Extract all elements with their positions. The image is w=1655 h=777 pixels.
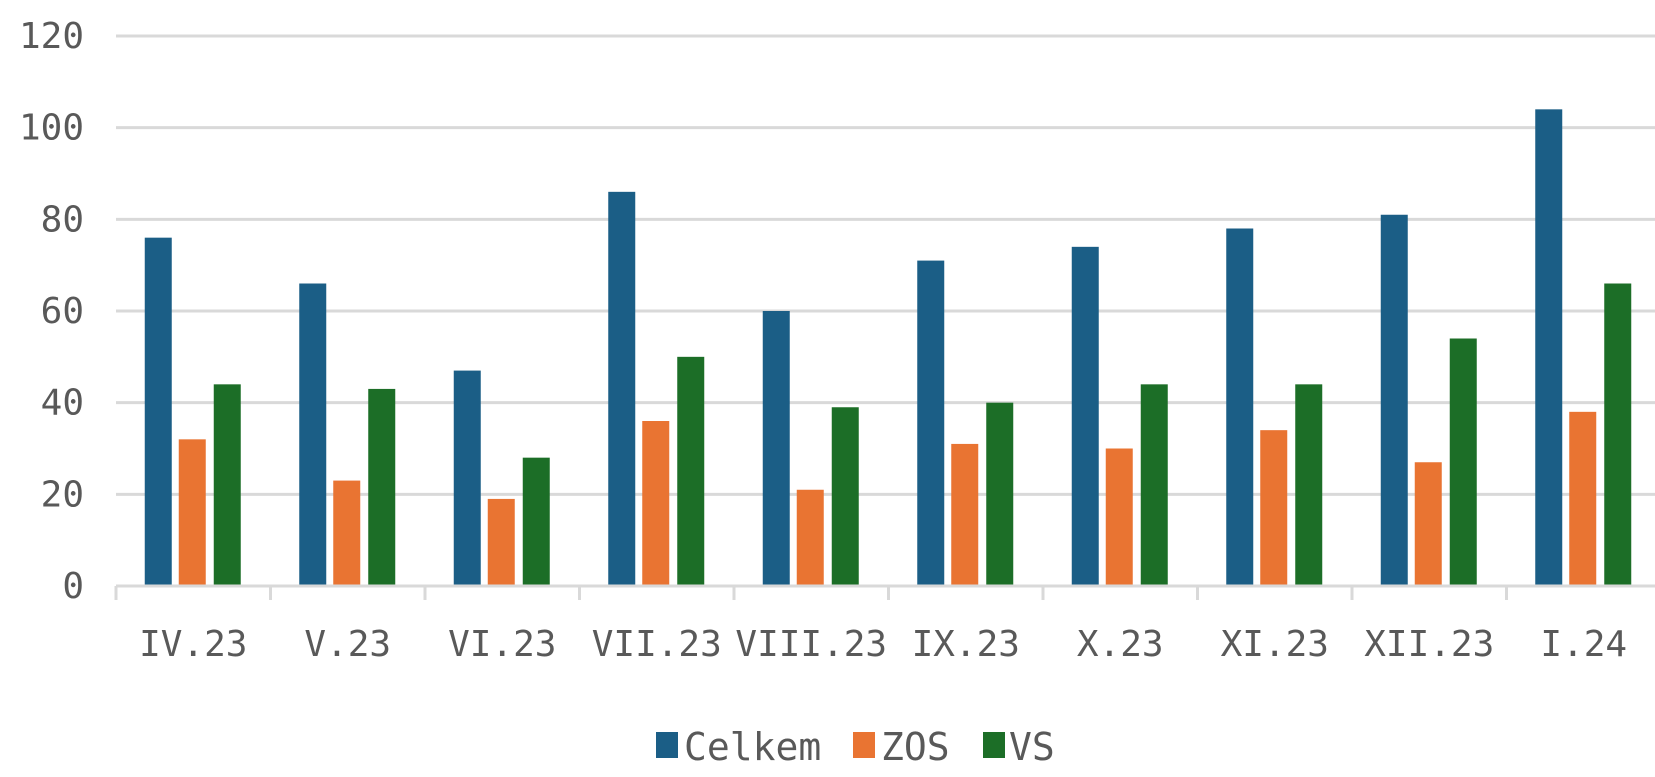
y-axis: 0 20 40 60 80 100 120 (19, 16, 84, 607)
x-tick-label: XII.23 (1364, 624, 1494, 665)
x-tick-label: IX.23 (912, 624, 1020, 665)
bar-celkem-xi-23 (1226, 228, 1254, 586)
x-tick-label: VII.23 (592, 624, 722, 665)
x-tick-label: VI.23 (448, 624, 556, 665)
bar-celkem-xii-23 (1380, 214, 1408, 586)
bar-celkem-iv-23 (144, 237, 172, 586)
bar-vs-iv-23 (213, 384, 241, 586)
x-tick-label: I.24 (1540, 624, 1627, 665)
y-tick-label: 20 (41, 474, 84, 515)
y-tick-label: 40 (41, 383, 84, 424)
legend-swatch-celkem (656, 732, 678, 758)
y-tick-label: 0 (62, 566, 84, 607)
y-tick-label: 120 (19, 16, 84, 57)
bar-vs-v-23 (368, 388, 396, 586)
bar-celkem-ix-23 (917, 260, 945, 586)
bar-celkem-viii-23 (762, 311, 790, 586)
bar-celkem-v-23 (299, 283, 327, 586)
bar-vs-i-24 (1604, 283, 1632, 586)
x-tick-label: X.23 (1077, 624, 1164, 665)
bar-zos-ix-23 (951, 443, 979, 586)
bar-zos-vii-23 (642, 421, 670, 586)
bars (144, 109, 1632, 587)
bar-celkem-vi-23 (453, 370, 481, 586)
bar-celkem-vii-23 (608, 191, 636, 587)
bar-vs-xii-23 (1449, 338, 1477, 586)
legend-label-vs: VS (1009, 725, 1055, 769)
bar-zos-viii-23 (796, 489, 824, 586)
bar-zos-xii-23 (1414, 462, 1442, 586)
legend-swatch-vs (983, 732, 1005, 758)
bar-vs-viii-23 (831, 407, 859, 586)
y-tick-label: 100 (19, 108, 84, 149)
bar-zos-xi-23 (1260, 430, 1288, 586)
legend: Celkem ZOS VS (656, 725, 1055, 769)
x-axis: IV.23 V.23 VI.23 VII.23 VIII.23 IX.23 X.23 XI.2… (114, 584, 1655, 665)
legend-label-celkem: Celkem (684, 725, 821, 769)
x-tick-label: XI.23 (1221, 624, 1329, 665)
bar-vs-xi-23 (1295, 384, 1323, 586)
y-tick-label: 80 (41, 199, 84, 240)
x-tick-label: IV.23 (139, 624, 247, 665)
legend-label-zos: ZOS (881, 725, 950, 769)
bar-zos-i-24 (1569, 411, 1597, 586)
bar-vs-x-23 (1140, 384, 1168, 586)
legend-swatch-zos (853, 732, 875, 758)
bar-vs-vi-23 (522, 457, 550, 586)
bar-zos-v-23 (333, 480, 361, 586)
bar-zos-vi-23 (487, 498, 515, 586)
bar-vs-vii-23 (677, 356, 705, 586)
bar-celkem-x-23 (1071, 246, 1099, 587)
y-tick-label: 60 (41, 291, 84, 332)
bar-zos-x-23 (1105, 448, 1133, 586)
bar-celkem-i-24 (1535, 109, 1563, 586)
x-tick-label: V.23 (304, 624, 391, 665)
bar-vs-ix-23 (986, 402, 1014, 586)
x-tick-label: VIII.23 (735, 624, 887, 665)
bar-zos-iv-23 (178, 439, 206, 586)
